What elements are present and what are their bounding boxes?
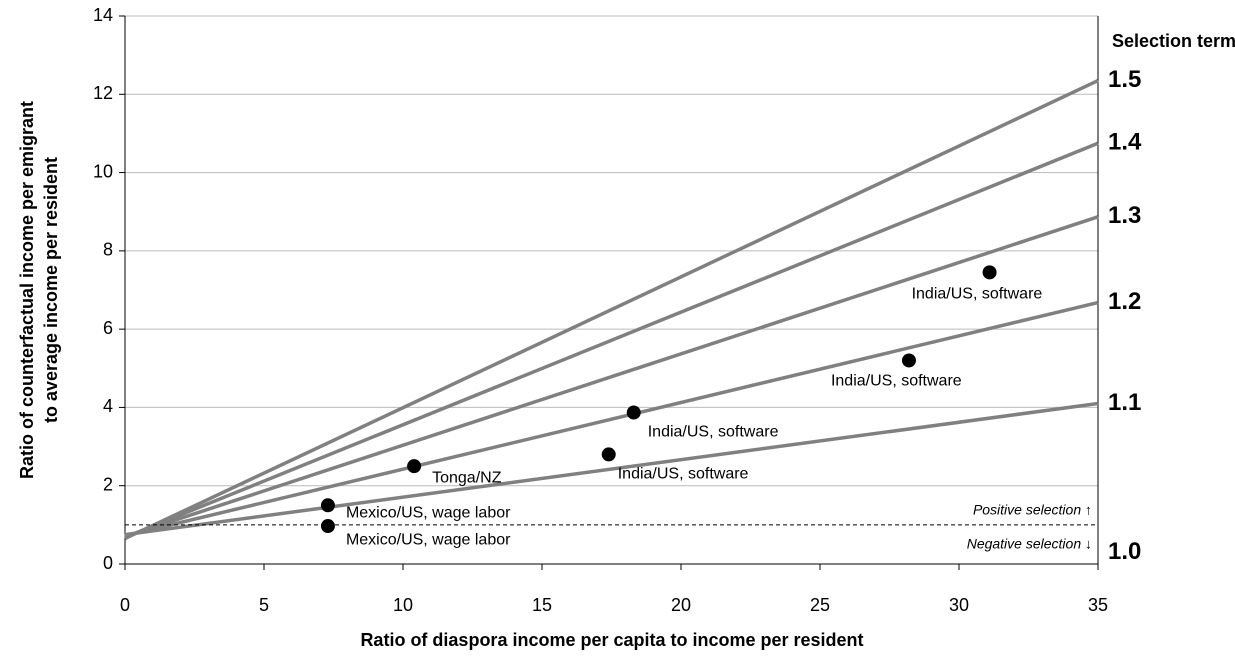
- series-label: 1.3: [1108, 202, 1141, 229]
- y-tick-label: 14: [93, 5, 113, 25]
- point-label: Tonga/NZ: [432, 469, 502, 486]
- point: [901, 353, 916, 368]
- line: [124, 215, 1099, 539]
- x-tick-label: 15: [532, 595, 552, 615]
- y-tick-label: 8: [103, 240, 113, 260]
- x-tick-label: 20: [671, 595, 691, 615]
- point: [320, 498, 335, 513]
- annotation: Positive selection ↑: [973, 502, 1092, 518]
- y-tick-label: 6: [103, 318, 113, 338]
- point-label: India/US, software: [618, 466, 749, 483]
- x-tick-label: 5: [259, 595, 269, 615]
- line: [124, 300, 1099, 538]
- x-axis-title: Ratio of diaspora income per capita to i…: [360, 630, 863, 650]
- point-label: Mexico/US, wage labor: [346, 505, 511, 522]
- series-label: 1.0: [1108, 538, 1141, 565]
- annotation: Negative selection ↓: [967, 536, 1092, 552]
- point: [407, 459, 422, 474]
- series-label: 1.1: [1108, 389, 1141, 416]
- point: [982, 265, 997, 280]
- line: [124, 79, 1099, 541]
- line: [124, 401, 1099, 537]
- x-tick-label: 35: [1088, 595, 1108, 615]
- point-label: India/US, software: [831, 373, 962, 390]
- x-tick-label: 25: [810, 595, 830, 615]
- point: [601, 447, 616, 462]
- y-axis-title: to average income per resident: [41, 157, 61, 423]
- y-tick-label: 0: [103, 553, 113, 573]
- series-label: 1.4: [1108, 129, 1142, 156]
- point-label: India/US, software: [912, 286, 1043, 303]
- x-tick-label: 30: [949, 595, 969, 615]
- y-tick-label: 10: [93, 161, 113, 181]
- line: [124, 141, 1099, 540]
- point-label: India/US, software: [648, 424, 779, 441]
- point-label: Mexico/US, wage labor: [346, 531, 511, 548]
- legend-title: Selection term: [1112, 31, 1235, 51]
- series-label: 1.2: [1108, 288, 1141, 315]
- point: [626, 405, 641, 420]
- x-tick-label: 0: [120, 595, 130, 615]
- point: [320, 519, 335, 534]
- y-axis-title: Ratio of counterfactual income per emigr…: [17, 101, 37, 479]
- y-tick-label: 4: [103, 396, 113, 416]
- series-label: 1.5: [1108, 66, 1141, 93]
- x-tick-label: 10: [393, 595, 413, 615]
- y-tick-label: 12: [93, 83, 113, 103]
- y-tick-label: 2: [103, 474, 113, 494]
